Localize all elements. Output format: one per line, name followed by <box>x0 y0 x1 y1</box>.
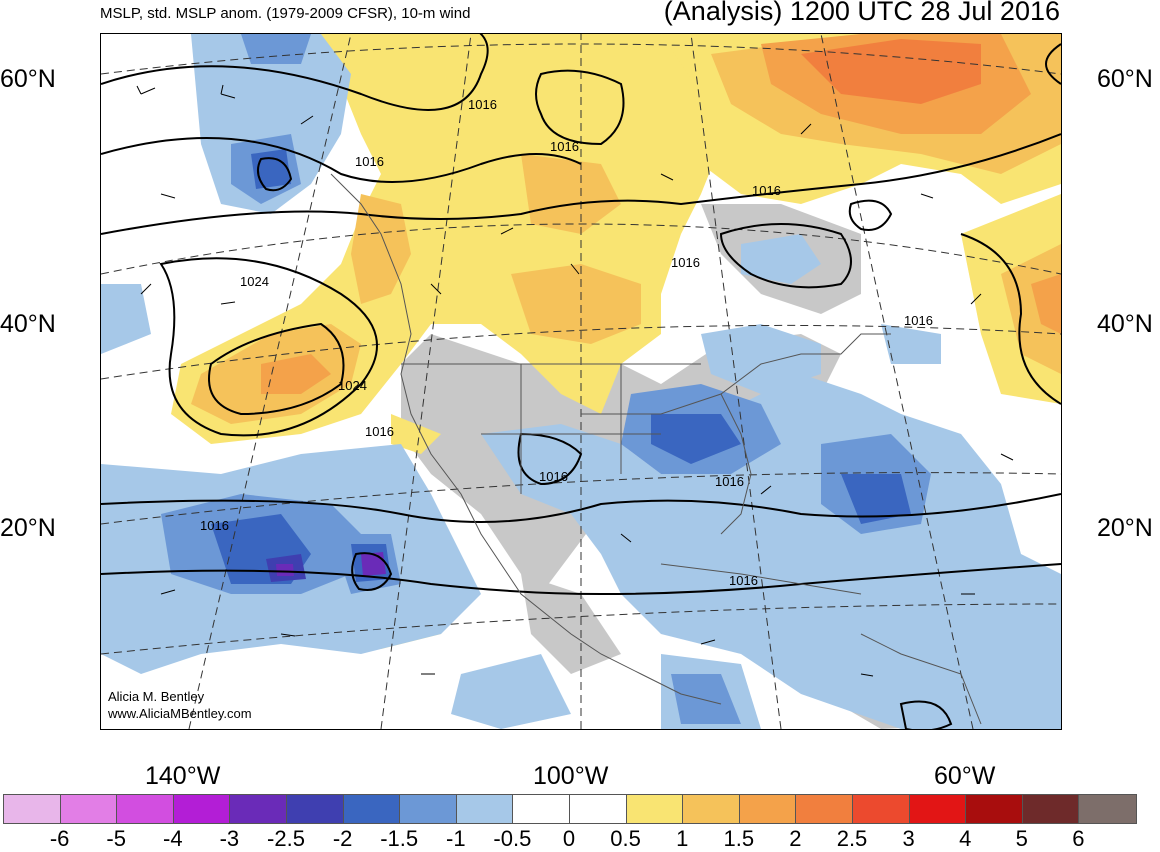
contour-label: 1016 <box>355 154 384 169</box>
colorbar-swatch <box>513 795 570 823</box>
colorbar-swatch <box>4 795 61 823</box>
colorbar-tick-label: 0 <box>562 826 576 851</box>
colorbar-tick-label: 2 <box>789 826 802 851</box>
contour-label: 1024 <box>338 378 367 393</box>
colorbar-tick-label: 3 <box>902 826 915 851</box>
map-title: MSLP, std. MSLP anom. (1979-2009 CFSR), … <box>100 5 471 22</box>
map-canvas: 1016 1016 1016 1016 1016 1024 1024 1016 … <box>101 34 1061 729</box>
colorbar-tick-label: 1 <box>676 826 689 851</box>
colorbar-swatch <box>400 795 457 823</box>
colorbar-swatch <box>966 795 1023 823</box>
colorbar-tick-label: -3 <box>219 826 240 851</box>
lat-label-40n-right: 40°N <box>1097 310 1153 338</box>
lon-label-60w: 60°W <box>934 762 996 790</box>
contour-label: 1016 <box>729 573 758 588</box>
contour-label: 1016 <box>200 518 229 533</box>
colorbar-tick-label: 2.5 <box>836 826 868 851</box>
colorbar-swatch <box>117 795 174 823</box>
colorbar-swatch <box>173 795 231 823</box>
lat-label-60n-right: 60°N <box>1097 65 1153 93</box>
colorbar-tick-label: 5 <box>1015 826 1028 851</box>
colorbar-swatch <box>683 795 740 823</box>
contour-label: 1016 <box>752 183 781 198</box>
lat-label-20n-right: 20°N <box>1097 514 1153 542</box>
lon-label-140w: 140°W <box>145 762 221 790</box>
contour-label: 1016 <box>904 313 933 328</box>
colorbar-tick-label: 0.5 <box>610 826 641 851</box>
colorbar-tick-label: -2 <box>332 826 353 851</box>
colorbar-swatch <box>1022 795 1080 823</box>
anomaly-colorbar <box>3 794 1137 824</box>
colorbar-swatch <box>909 795 967 823</box>
colorbar-swatch <box>60 795 118 823</box>
colorbar-swatch <box>796 795 853 823</box>
colorbar-tick-label: -5 <box>106 826 126 851</box>
credit-website: www.AliciaMBentley.com <box>108 706 252 721</box>
colorbar-swatch <box>456 795 514 823</box>
contour-label: 1016 <box>550 139 579 154</box>
anomaly-shading <box>101 34 1061 729</box>
isobars <box>101 34 1061 729</box>
lon-label-100w: 100°W <box>533 762 609 790</box>
colorbar-tick-label: -1.5 <box>380 826 419 851</box>
colorbar-tick-label: -6 <box>49 826 70 851</box>
colorbar-swatch <box>569 795 627 823</box>
colorbar-swatch <box>343 795 401 823</box>
contour-label: 1016 <box>671 255 700 270</box>
colorbar-tick-label: 6 <box>1072 826 1085 851</box>
contour-labels: 1016 1016 1016 1016 1016 1024 1024 1016 … <box>200 97 933 588</box>
lat-label-20n-left: 20°N <box>0 514 56 542</box>
contour-label: 1024 <box>240 274 269 289</box>
lat-label-60n-left: 60°N <box>0 65 56 93</box>
colorbar-tick-label: 4 <box>959 826 972 851</box>
coastlines <box>330 173 982 725</box>
colorbar-tick-label: -0.5 <box>493 826 532 851</box>
contour-label: 1016 <box>539 469 568 484</box>
credit-author: Alicia M. Bentley <box>108 689 205 704</box>
analysis-time-title: (Analysis) 1200 UTC 28 Jul 2016 <box>663 0 1060 26</box>
colorbar-swatch <box>230 795 287 823</box>
colorbar-swatch <box>286 795 344 823</box>
wind-barbs <box>136 84 1014 677</box>
graticule <box>101 34 1061 729</box>
colorbar-tick-label: -2.5 <box>267 826 305 851</box>
colorbar-swatch <box>626 795 684 823</box>
contour-label: 1016 <box>468 97 497 112</box>
contour-label: 1016 <box>715 474 744 489</box>
lat-label-40n-left: 40°N <box>0 310 56 338</box>
contour-label: 1016 <box>365 424 394 439</box>
colorbar-tick-label: 1.5 <box>723 826 755 851</box>
weather-map: 1016 1016 1016 1016 1016 1024 1024 1016 … <box>100 33 1062 730</box>
colorbar-swatch <box>1079 795 1136 823</box>
colorbar-tick-label: -4 <box>163 826 183 851</box>
colorbar-tick-label: -1 <box>446 826 466 851</box>
colorbar-swatch <box>739 795 797 823</box>
colorbar-swatch <box>852 795 910 823</box>
